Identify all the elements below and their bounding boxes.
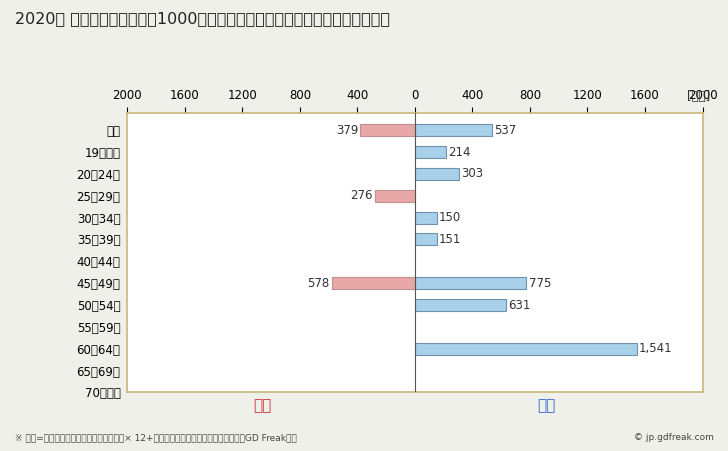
Text: 537: 537 — [494, 124, 517, 137]
Text: [万円]: [万円] — [687, 90, 710, 103]
Bar — [415, 212, 437, 224]
Bar — [415, 299, 506, 311]
Text: 151: 151 — [439, 233, 462, 246]
Text: ※ 年収=「きまって支給する現金給与額」× 12+「年間賞与その他特別給与額」としてGD Freak推計: ※ 年収=「きまって支給する現金給与額」× 12+「年間賞与その他特別給与額」と… — [15, 433, 296, 442]
Bar — [375, 190, 415, 202]
Text: 女性: 女性 — [253, 398, 272, 414]
Bar — [415, 234, 437, 245]
Bar — [415, 146, 446, 158]
Text: 1,541: 1,541 — [638, 342, 672, 355]
Text: 303: 303 — [461, 167, 483, 180]
Bar — [415, 277, 526, 289]
Text: 631: 631 — [508, 299, 530, 312]
Bar — [415, 124, 492, 136]
Text: 578: 578 — [307, 276, 330, 290]
Text: 男性: 男性 — [537, 398, 555, 414]
Bar — [415, 343, 636, 354]
Text: 775: 775 — [529, 276, 551, 290]
Bar — [360, 124, 415, 136]
Text: 150: 150 — [439, 211, 461, 224]
Text: 214: 214 — [448, 146, 470, 159]
Text: © jp.gdfreak.com: © jp.gdfreak.com — [633, 433, 713, 442]
Text: 379: 379 — [336, 124, 358, 137]
Bar — [415, 168, 459, 180]
Bar — [332, 277, 415, 289]
Text: 2020年 民間企業（従業者数1000人以上）フルタイム労働者の男女別平均年収: 2020年 民間企業（従業者数1000人以上）フルタイム労働者の男女別平均年収 — [15, 11, 389, 26]
Text: 276: 276 — [351, 189, 373, 202]
